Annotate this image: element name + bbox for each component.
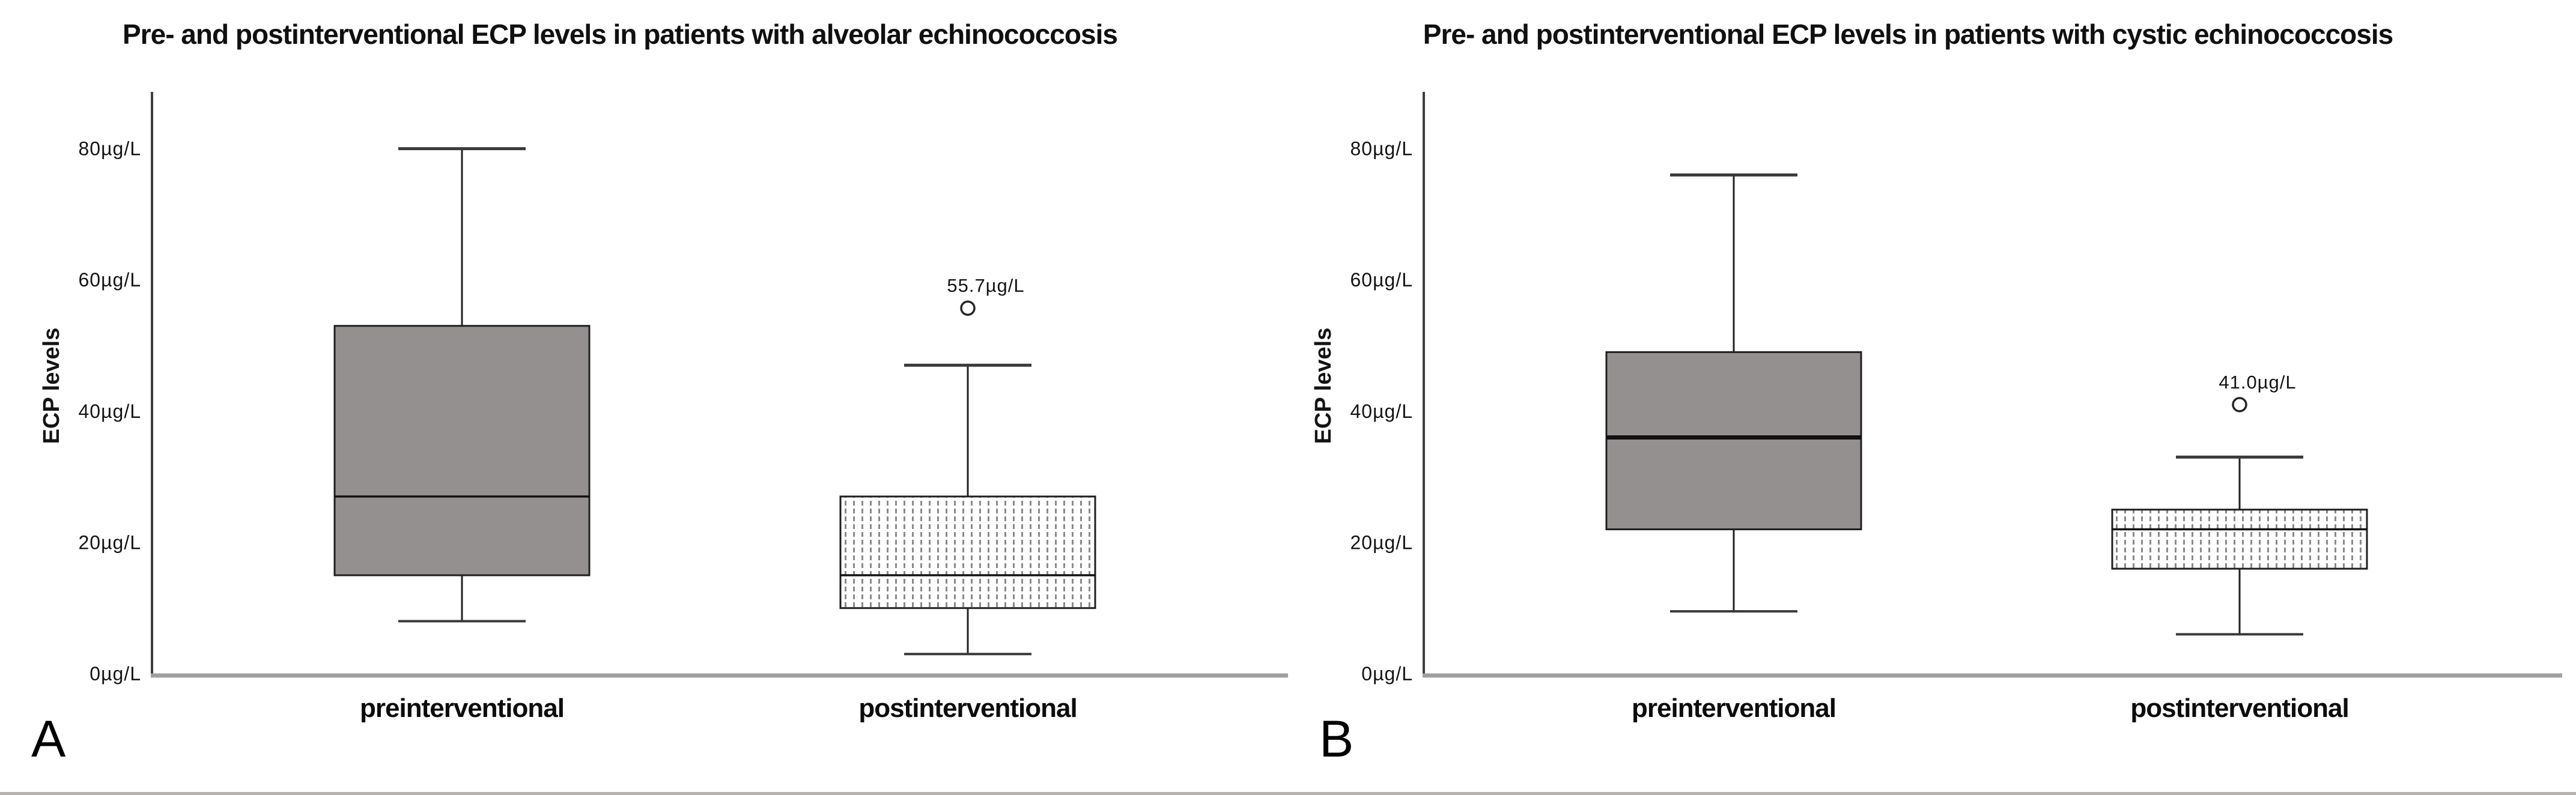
x-category-label: preinterventional bbox=[360, 694, 564, 723]
panel-letter-b: B bbox=[1319, 710, 1354, 768]
y-tick-label: 80µg/L bbox=[78, 138, 141, 160]
y-tick-label: 60µg/L bbox=[1350, 269, 1413, 291]
y-tick-label: 0µg/L bbox=[90, 663, 141, 685]
boxplot-canvas-alveolar: 0µg/L 20µg/L 40µg/L 60µg/L 80µg/L ECP levels p… bbox=[39, 92, 1288, 723]
box-preinterventional bbox=[1605, 173, 1862, 613]
y-tick-label: 60µg/L bbox=[78, 269, 141, 291]
panel-letter-a: A bbox=[31, 710, 66, 768]
y-tick-label: 20µg/L bbox=[78, 531, 141, 553]
panel-title-alveolar: Pre- and postinterventional ECP levels i… bbox=[123, 19, 1118, 50]
y-tick-label: 40µg/L bbox=[78, 401, 141, 422]
panel-alveolar: 0µg/L 20µg/L 40µg/L 60µg/L 80µg/L ECP levels p… bbox=[31, 19, 1288, 768]
boxplot-canvas-cystic: 0µg/L 20µg/L 40µg/L 60µg/L 80µg/L ECP levels p… bbox=[1311, 92, 2562, 723]
outlier-label: 41.0µg/L bbox=[2219, 372, 2296, 393]
box-preinterventional bbox=[333, 147, 591, 623]
x-category-label: preinterventional bbox=[1632, 694, 1836, 723]
y-tick-label: 40µg/L bbox=[1350, 401, 1413, 422]
iqr-box bbox=[2111, 509, 2368, 570]
panel-title-cystic: Pre- and postinterventional ECP levels i… bbox=[1423, 19, 2393, 50]
x-category-label: postinterventional bbox=[2130, 694, 2348, 723]
outlier-label: 55.7µg/L bbox=[947, 275, 1024, 296]
y-tick-label: 80µg/L bbox=[1350, 138, 1413, 160]
figure-bottom-border bbox=[0, 792, 2576, 795]
iqr-box bbox=[333, 325, 591, 576]
iqr-box bbox=[839, 495, 1096, 609]
y-axis-title: ECP levels bbox=[39, 328, 64, 444]
outlier-point bbox=[960, 300, 976, 316]
iqr-box bbox=[1605, 351, 1862, 531]
y-axis-title: ECP levels bbox=[1311, 328, 1336, 444]
box-postinterventional: 41.0µg/L bbox=[2111, 372, 2368, 636]
box-postinterventional: 55.7µg/L bbox=[839, 275, 1096, 656]
y-tick-label: 20µg/L bbox=[1350, 531, 1413, 553]
x-category-label: postinterventional bbox=[858, 694, 1077, 723]
panel-cystic: 0µg/L 20µg/L 40µg/L 60µg/L 80µg/L ECP levels p… bbox=[1288, 0, 2576, 795]
outlier-point bbox=[2232, 397, 2247, 413]
y-tick-label: 0µg/L bbox=[1361, 663, 1413, 685]
